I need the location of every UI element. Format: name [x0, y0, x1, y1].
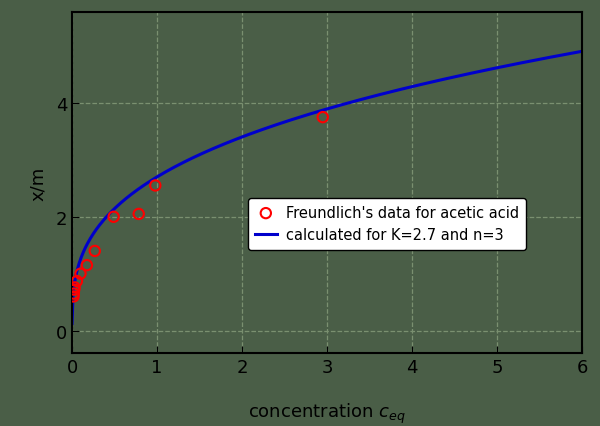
- Freundlich's data for acetic acid: [134, 211, 143, 218]
- Freundlich's data for acetic acid: [69, 291, 79, 297]
- calculated for K=2.7 and n=3: [314, 110, 321, 115]
- Y-axis label: x/m: x/m: [29, 166, 47, 200]
- Freundlich's data for acetic acid: [90, 248, 100, 255]
- calculated for K=2.7 and n=3: [566, 52, 574, 57]
- Freundlich's data for acetic acid: [109, 214, 118, 221]
- Freundlich's data for acetic acid: [69, 294, 79, 300]
- Freundlich's data for acetic acid: [70, 287, 79, 294]
- calculated for K=2.7 and n=3: [578, 50, 586, 55]
- calculated for K=2.7 and n=3: [487, 67, 494, 72]
- calculated for K=2.7 and n=3: [68, 321, 76, 326]
- Freundlich's data for acetic acid: [76, 271, 85, 277]
- Freundlich's data for acetic acid: [318, 115, 328, 121]
- Text: concentration $c_{eq}$: concentration $c_{eq}$: [248, 401, 406, 426]
- calculated for K=2.7 and n=3: [311, 111, 318, 116]
- calculated for K=2.7 and n=3: [372, 94, 379, 99]
- Line: calculated for K=2.7 and n=3: calculated for K=2.7 and n=3: [72, 52, 582, 324]
- Freundlich's data for acetic acid: [72, 278, 82, 285]
- Freundlich's data for acetic acid: [70, 284, 79, 291]
- Freundlich's data for acetic acid: [82, 262, 92, 269]
- calculated for K=2.7 and n=3: [344, 101, 352, 106]
- Freundlich's data for acetic acid: [151, 183, 160, 190]
- Legend: Freundlich's data for acetic acid, calculated for K=2.7 and n=3: Freundlich's data for acetic acid, calcu…: [248, 198, 526, 250]
